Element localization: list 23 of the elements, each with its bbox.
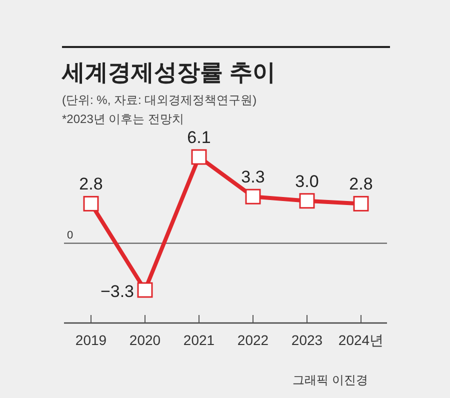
point	[83, 196, 99, 212]
ref-line-label: 0	[67, 229, 74, 242]
x-tick-label: 2023	[291, 332, 323, 348]
x-tick-label: 2019	[75, 332, 107, 348]
data-label: 3.3	[241, 168, 265, 187]
data-label: 2.8	[79, 174, 103, 194]
point	[191, 149, 207, 165]
point	[353, 196, 369, 212]
text: 그래픽 이진경	[292, 373, 368, 387]
data-label: 6.1	[187, 128, 211, 147]
data-label: 2.8	[349, 174, 373, 194]
point	[137, 282, 153, 298]
data-label: −3.3	[100, 282, 134, 301]
point	[299, 193, 315, 209]
data-label: 3.0	[295, 172, 319, 191]
chart-title: 세계경제성장률 추이	[61, 59, 276, 85]
x-tick-label: 2021	[183, 332, 215, 348]
x-tick-label: 2020	[129, 332, 161, 348]
x-tick-label: 2024년	[338, 332, 384, 348]
chart-subtitle: (단위: %, 자료: 대외경제정책연구원)	[62, 93, 257, 107]
point	[245, 188, 261, 204]
x-tick-label: 2022	[237, 332, 269, 348]
text: *2023년 이후는 전망치	[62, 112, 184, 126]
